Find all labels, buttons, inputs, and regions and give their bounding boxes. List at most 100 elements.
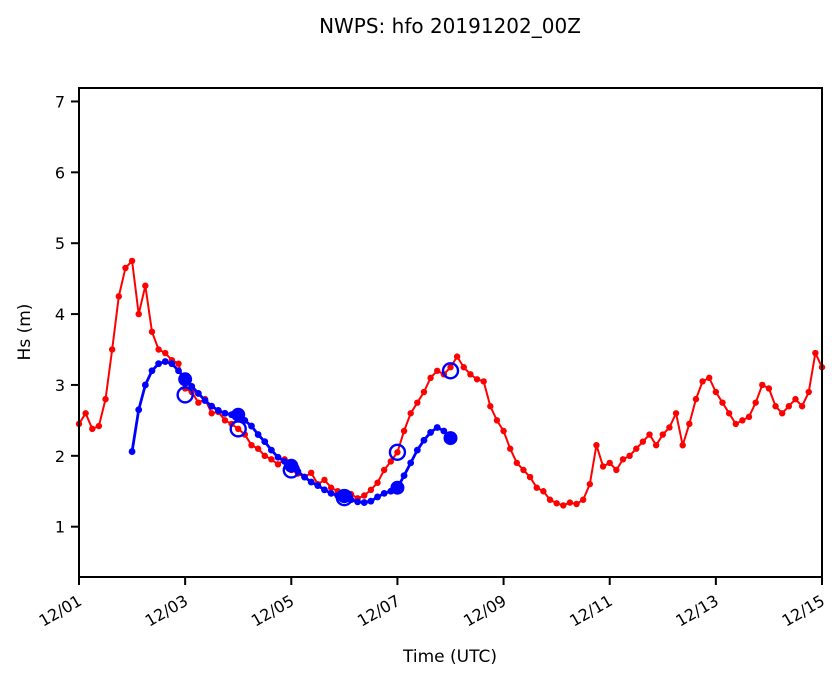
observation-point <box>327 484 335 491</box>
y-tick-label: 3 <box>55 376 65 395</box>
model-forecast-point <box>274 453 282 461</box>
model-forecast-point <box>440 427 448 435</box>
observation-point <box>414 399 421 406</box>
observed-daily-marker <box>388 443 407 461</box>
observation-point <box>407 410 414 417</box>
x-axis-label: Time (UTC) <box>402 647 497 667</box>
model-forecast-point <box>175 367 182 375</box>
observation-point <box>122 264 129 272</box>
observation-point <box>599 463 607 470</box>
observation-point <box>560 502 567 509</box>
observation-point <box>394 449 401 456</box>
observation-point <box>500 427 507 435</box>
model-forecast-point <box>135 406 143 414</box>
observation-point <box>235 425 242 433</box>
observation-point <box>447 364 454 371</box>
model-forecast-point <box>141 381 149 389</box>
observation-point <box>540 488 547 495</box>
model-forecast-point <box>321 486 328 494</box>
observed-daily-marker <box>282 461 300 479</box>
observation-point <box>586 480 594 488</box>
observation-point <box>427 374 434 382</box>
observation-point <box>374 479 381 486</box>
model-forecast-point <box>314 482 322 489</box>
observation-point <box>480 378 487 385</box>
observation-point <box>380 466 388 474</box>
model-daily-marker <box>337 489 352 504</box>
observation-point <box>162 349 169 357</box>
model-forecast-point <box>254 431 262 438</box>
model-forecast-point <box>307 478 315 486</box>
x-tick-label: 12/03 <box>142 591 191 631</box>
model-forecast-point <box>360 499 368 506</box>
observed-daily-marker <box>229 420 247 438</box>
observation-point <box>361 492 368 499</box>
observation-point <box>526 473 534 481</box>
observation-point <box>400 427 408 435</box>
observation-point <box>686 420 693 428</box>
y-tick-label: 4 <box>55 305 65 324</box>
observation-point <box>805 388 812 396</box>
observation-point <box>573 500 580 508</box>
observed-daily-marker <box>335 488 354 507</box>
model-forecast-point <box>400 472 408 480</box>
observation-point <box>619 456 627 463</box>
model-forecast-point <box>380 489 388 497</box>
observation-point <box>89 425 96 433</box>
observation-point <box>778 410 786 417</box>
model-forecast-point <box>420 436 428 444</box>
observation-point <box>712 388 720 396</box>
observation-point <box>321 476 328 484</box>
observation-point <box>135 310 142 318</box>
observation-point <box>533 484 540 491</box>
observation-point <box>507 445 514 452</box>
observation-point <box>593 441 600 449</box>
observation-point <box>812 349 819 357</box>
observation-point <box>646 431 653 438</box>
observation-point <box>221 417 229 424</box>
observation-point <box>82 410 89 417</box>
observation-point <box>274 461 282 468</box>
observation-point <box>367 486 375 494</box>
model-forecast-point <box>148 367 156 375</box>
observation-point <box>546 496 554 503</box>
observation-point <box>579 496 587 503</box>
observation-point <box>692 395 700 403</box>
observation-point <box>785 403 793 410</box>
observation-point <box>307 469 315 477</box>
observed-daily-marker <box>441 362 460 380</box>
model-forecast-point <box>413 446 421 454</box>
model-forecast-point <box>161 358 169 365</box>
x-tick-label: 12/09 <box>460 591 509 631</box>
observation-point <box>208 410 215 417</box>
observation-point <box>248 441 255 449</box>
observation-point <box>772 403 779 410</box>
observation-point <box>659 431 666 438</box>
observation-point <box>606 459 613 467</box>
model-forecast-point <box>214 407 222 414</box>
observation-point <box>261 452 268 460</box>
y-axis-label: Hs (m) <box>15 304 35 361</box>
observation-point <box>175 360 182 367</box>
model-forecast-point <box>427 429 434 436</box>
chart-title: NWPS: hfo 20191202_00Z <box>319 14 581 38</box>
observation-point <box>719 399 726 406</box>
observation-point <box>254 445 262 452</box>
x-tick-label: 12/05 <box>248 591 297 631</box>
y-tick-label: 7 <box>55 92 65 111</box>
x-tick-label: 12/15 <box>779 591 828 631</box>
y-tick-label: 5 <box>55 234 65 253</box>
axes-layer <box>78 87 823 578</box>
observation-point <box>467 371 474 378</box>
x-tick-label: 12/01 <box>36 591 85 631</box>
observation-point <box>745 413 753 421</box>
model-forecast-point <box>248 422 255 430</box>
ticks-layer: 1 2 3 4 5 6 7 12/01 12/03 12/05 12/07 12/09 12/11 12/… <box>36 92 828 630</box>
observation-point <box>798 403 806 410</box>
observation-point <box>487 403 494 410</box>
model-forecast-point <box>374 493 381 501</box>
model-forecast-point <box>155 360 163 368</box>
observation-point <box>115 293 123 300</box>
observation-point <box>672 410 680 417</box>
